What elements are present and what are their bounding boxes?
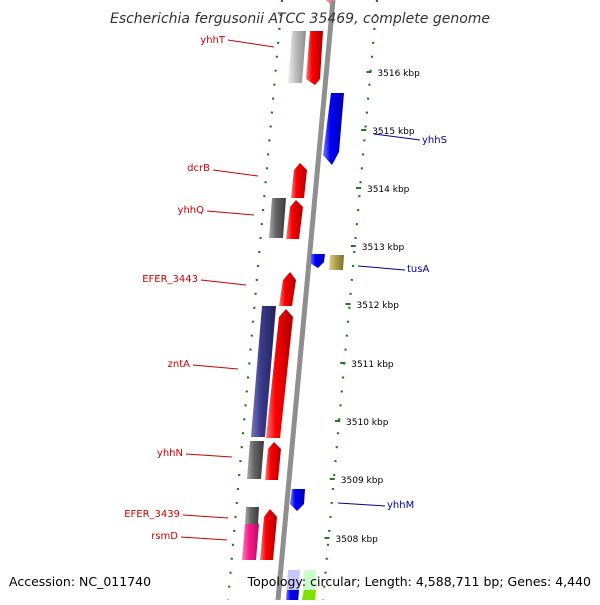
gene-label-zntA[interactable]: zntA — [168, 359, 191, 370]
kbp-tick-label: 3515 kbp — [372, 127, 415, 137]
gene-label-yhhQ[interactable]: yhhQ — [178, 205, 205, 216]
gene-label-leader-yhhN — [185, 453, 233, 458]
bottom-partial-blue — [286, 590, 299, 600]
gene-features — [242, 0, 344, 600]
gene-label-EFER_3443[interactable]: EFER_3443 — [142, 274, 198, 285]
gene-label-rsmD[interactable]: rsmD — [151, 531, 178, 542]
gene-label-dcrB[interactable]: dcrB — [187, 163, 210, 174]
kbp-tick-label: 3513 kbp — [362, 243, 405, 253]
track-outline-outer-right — [321, 0, 379, 601]
gene-label-leader-yhhS — [373, 133, 421, 141]
gene-label-leader-yhhT — [227, 39, 275, 48]
yhhN-grey-box — [247, 441, 264, 479]
gene-label-leader-dcrB — [212, 169, 259, 177]
yhhM-cds-arrow — [290, 489, 305, 511]
EFER_3439-grey-box — [245, 507, 259, 524]
gene-label-leader-EFER_3443 — [200, 279, 247, 286]
gene-label-leader-yhhQ — [206, 210, 255, 216]
gene-label-EFER_3439[interactable]: EFER_3439 — [124, 509, 180, 520]
genome-backbone — [275, 0, 336, 601]
yhhS-cds-arrow — [323, 93, 344, 165]
top-partial-feature — [326, 0, 332, 4]
yhhT-light-box — [288, 31, 306, 83]
map-title: Escherichia fergusonii ATCC 35469, compl… — [110, 11, 490, 27]
kbp-ticks: 3516 kbp 3515 kbp 3514 kbp 3513 kbp 3512 kbp… — [324, 69, 420, 545]
yhhQ-grey-box — [269, 198, 286, 238]
gene-label-leader-yhhM — [337, 502, 386, 507]
kbp-tick-label: 3509 kbp — [341, 476, 384, 486]
gene-label-leader-EFER_3439 — [182, 514, 229, 519]
kbp-tick-label: 3511 kbp — [351, 360, 394, 370]
gene-label-tusA[interactable]: tusA — [407, 264, 429, 275]
gene-label-yhhN[interactable]: yhhN — [157, 448, 183, 459]
rsmD-cds-arrow — [260, 509, 277, 560]
kbp-tick-label: 3516 kbp — [377, 69, 420, 79]
kbp-tick-label: 3510 kbp — [346, 418, 389, 428]
gene-label-yhhM[interactable]: yhhM — [387, 500, 414, 511]
yhhQ-cds-arrow — [286, 200, 303, 239]
yhhN-cds-arrow — [265, 442, 281, 480]
accession-text: Accession: NC_011740 — [9, 574, 151, 589]
gene-label-leader-rsmD — [180, 536, 228, 541]
bottom-partial-green — [302, 590, 316, 600]
EFER_3443-cds-arrow — [279, 272, 296, 306]
tusA-cds-arrow — [310, 254, 325, 268]
gene-label-yhhS[interactable]: yhhS — [422, 135, 447, 146]
gene-label-yhhT[interactable]: yhhT — [200, 35, 226, 46]
yhhT-cds-arrow — [306, 31, 323, 85]
dcrB-cds-arrow — [291, 163, 307, 198]
rsmD-pink-box — [242, 524, 259, 560]
topology-summary: Topology: circular; Length: 4,588,711 bp… — [247, 574, 591, 589]
gene-label-leader-tusA — [357, 265, 406, 271]
gene-label-leader-zntA — [192, 364, 239, 370]
kbp-tick-label: 3508 kbp — [335, 535, 378, 545]
kbp-tick-label: 3514 kbp — [367, 185, 410, 195]
tusA-olive-box — [329, 255, 344, 270]
kbp-tick-label: 3512 kbp — [357, 301, 400, 311]
gene-labels: yhhT yhhS dcrB yhhQ tusA EFER_3443 zntA yhhN yhh… — [124, 35, 447, 542]
zntA-navy-box — [251, 306, 276, 437]
zntA-cds-arrow — [266, 309, 293, 438]
